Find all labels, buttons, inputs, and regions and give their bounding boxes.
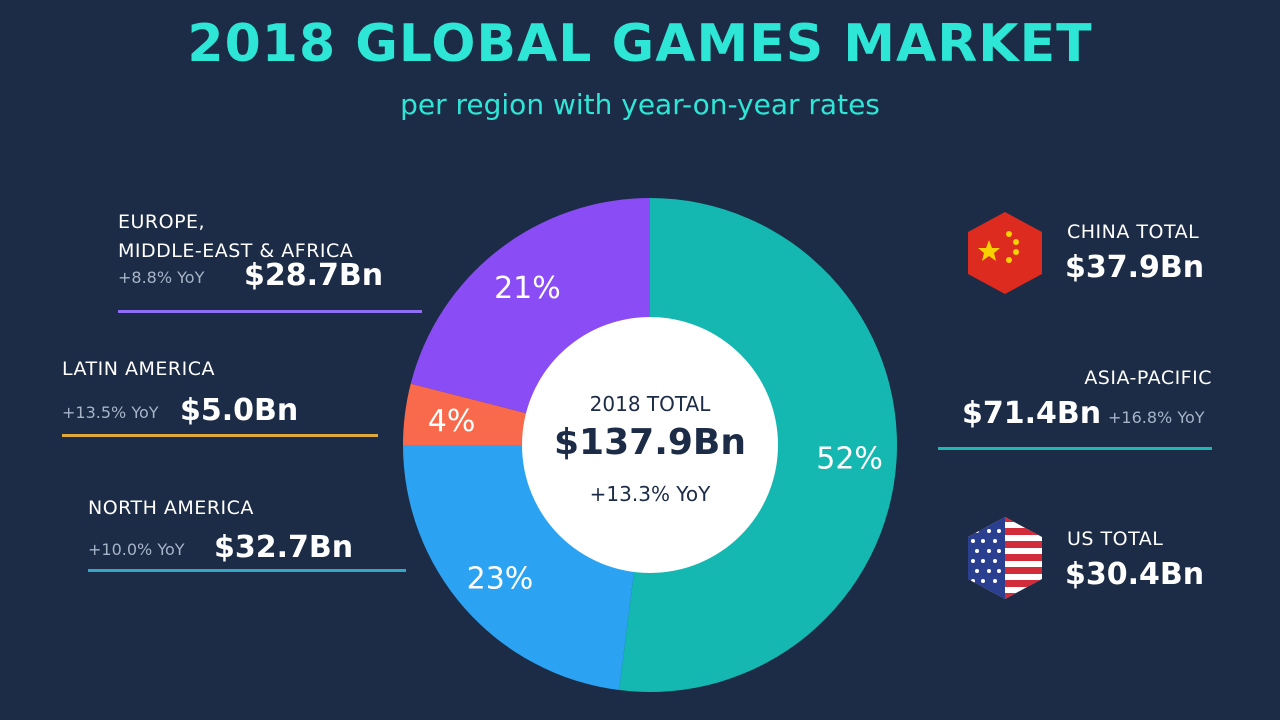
country-us-amount: $30.4Bn: [1065, 557, 1205, 592]
region-apac-name: ASIA-PACIFIC: [1084, 367, 1212, 389]
country-us: US TOTAL $30.4Bn: [965, 515, 1265, 605]
region-apac: ASIA-PACIFIC $71.4Bn +16.8% YoY: [938, 364, 1218, 454]
region-latam-amount: $5.0Bn: [180, 393, 299, 428]
slice-label-asia-pacific: 52%: [816, 442, 883, 477]
region-apac-amount: $71.4Bn: [962, 396, 1102, 431]
region-emea-yoy: +8.8% YoY: [118, 268, 205, 287]
region-latam-rule: [62, 434, 378, 437]
region-latam-yoy: +13.5% YoY: [62, 403, 159, 422]
chart-subtitle: per region with year-on-year rates: [400, 88, 880, 121]
region-emea-name-line1: EUROPE,: [118, 211, 206, 233]
center-total: $137.9Bn: [554, 422, 746, 463]
region-emea-name-line2: MIDDLE-EAST & AFRICA: [118, 240, 354, 262]
region-na: NORTH AMERICA +10.0% YoY $32.7Bn: [88, 494, 418, 584]
region-apac-yoy: +16.8% YoY: [1108, 408, 1205, 427]
country-china-amount: $37.9Bn: [1065, 250, 1205, 285]
region-latam: LATIN AMERICA +13.5% YoY $5.0Bn: [62, 355, 382, 445]
china-flag-icon: [968, 212, 1042, 294]
region-na-rule: [88, 569, 406, 572]
us-flag-icon: [968, 517, 1042, 599]
country-us-name: US TOTAL: [1067, 528, 1164, 550]
center-yoy: +13.3% YoY: [589, 482, 711, 506]
region-emea-rule: [118, 310, 422, 313]
region-na-yoy: +10.0% YoY: [88, 540, 185, 559]
center-label: 2018 TOTAL: [589, 392, 711, 416]
region-latam-name: LATIN AMERICA: [62, 358, 215, 380]
region-na-name: NORTH AMERICA: [88, 497, 254, 519]
slice-label-north-america: 23%: [467, 561, 534, 596]
slice-label-latin-america: 4%: [428, 404, 476, 439]
region-apac-rule: [938, 447, 1212, 450]
region-na-amount: $32.7Bn: [214, 530, 354, 565]
region-emea-amount: $28.7Bn: [244, 258, 384, 293]
region-emea: EUROPE, MIDDLE-EAST & AFRICA +8.8% YoY $…: [118, 208, 428, 318]
chart-title: 2018 GLOBAL GAMES MARKET: [187, 14, 1093, 74]
country-china-name: CHINA TOTAL: [1067, 221, 1200, 243]
slice-label-emea: 21%: [494, 271, 561, 306]
donut-center: [522, 317, 778, 573]
country-china: CHINA TOTAL $37.9Bn: [965, 210, 1265, 300]
